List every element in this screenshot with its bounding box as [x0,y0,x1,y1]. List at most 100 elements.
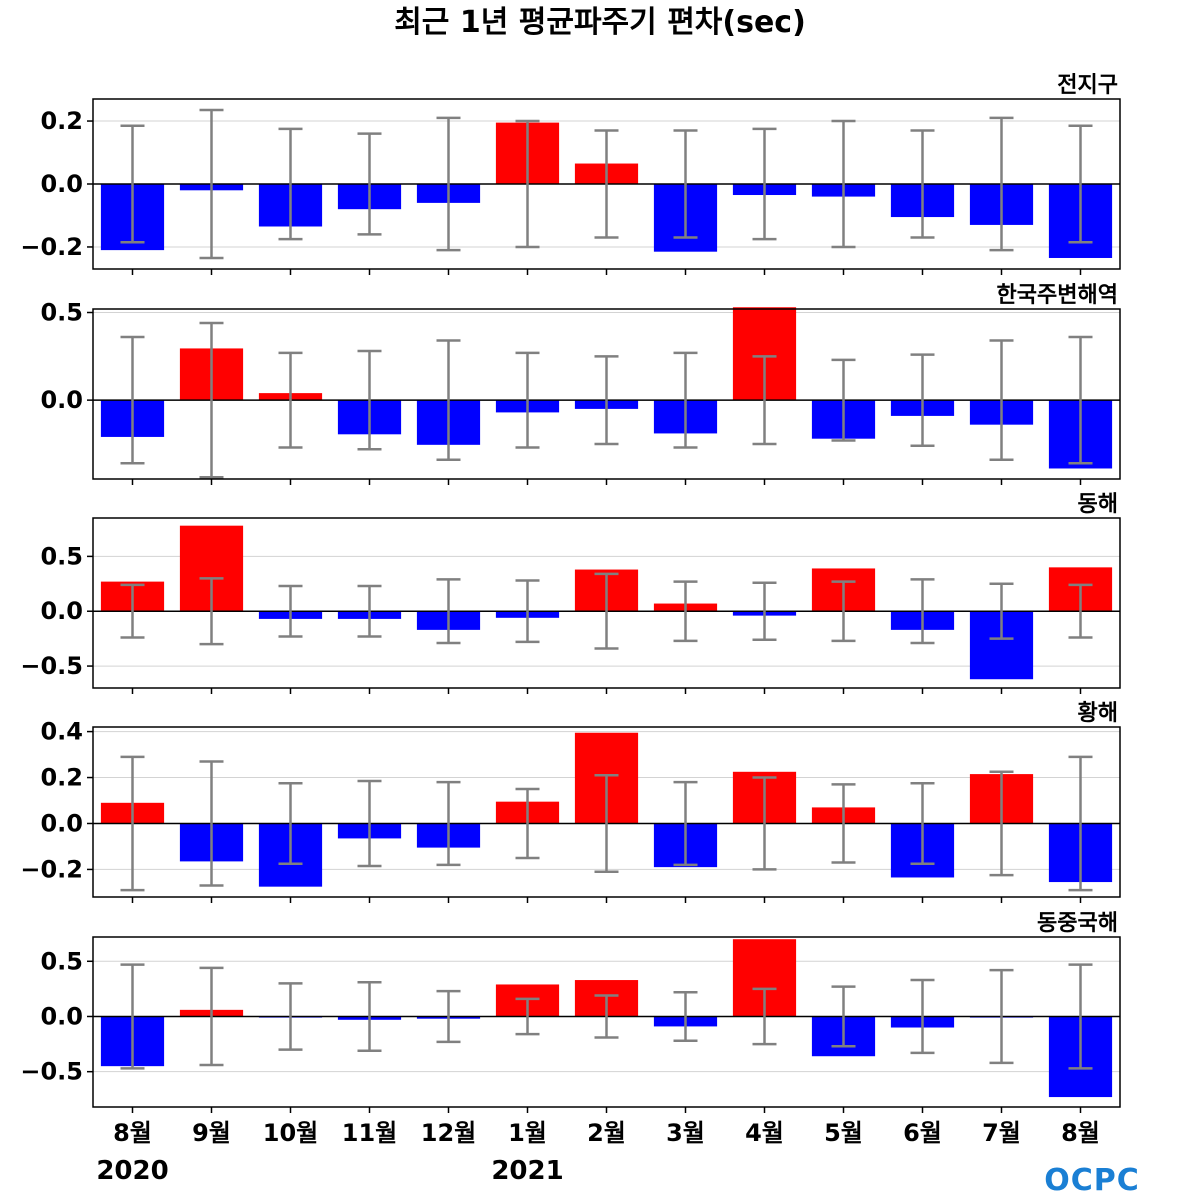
x-tick-label: 5월 [824,1119,863,1147]
error-bar-5 [436,780,461,867]
y-tick-label: 0.0 [40,1002,83,1030]
error-bar-10 [831,119,856,249]
x-tick-label: 4월 [745,1119,784,1147]
x-tick-label: 10월 [263,1119,318,1147]
error-bar-3 [278,127,303,241]
error-bar-7 [594,773,619,873]
y-tick-label: 0.0 [40,386,83,414]
error-bar-11 [910,578,935,645]
error-bar-12 [989,582,1014,640]
error-bar-10 [831,783,856,864]
error-bar-2 [199,321,224,479]
error-bar-13 [1068,583,1093,639]
x-tick-label: 3월 [666,1119,705,1147]
error-bar-8 [673,129,698,239]
error-bar-4 [357,132,382,236]
error-bar-8 [673,990,698,1043]
x-tick-label: 6월 [903,1119,942,1147]
x-axis-labels: 8월 9월 10월 11월 12월 1월 2월 3월 4월 5월 6월 7월 8월 2020 2021 [96,1119,1100,1186]
chart-title: 최근 1년 평균파주기 편차(sec) [394,5,806,40]
panel-4: 황해 −0.2 0.0 0.2 0.4 [20,701,1121,903]
error-bar-10 [831,985,856,1048]
y-tick-label: 0.0 [40,597,83,625]
y-tick-label: 0.0 [40,170,83,198]
error-bar-1 [120,755,145,892]
error-bar-4 [357,584,382,638]
y-tick-label: 0.5 [40,542,83,570]
error-bar-9 [752,987,777,1046]
error-bar-8 [673,351,698,449]
error-bar-6 [515,351,540,449]
error-bar-13 [1068,963,1093,1070]
x-tick-label: 8월 [113,1119,152,1147]
y-tick-label: 0.2 [40,764,83,792]
x-tick-label: 7월 [982,1119,1021,1147]
error-bar-7 [594,355,619,446]
y-tick-label: 0.5 [40,947,83,975]
error-bar-2 [199,966,224,1067]
year-label-2021: 2021 [491,1156,563,1186]
x-tick-label: 2월 [587,1119,626,1147]
x-tick-label: 1월 [508,1119,547,1147]
error-bar-1 [120,963,145,1070]
panel-5: 동중국해 −0.5 0.0 0.5 [20,911,1121,1113]
error-bar-5 [436,989,461,1044]
error-bar-12 [989,339,1014,461]
error-bar-3 [278,982,303,1051]
y-tick-label: 0.0 [40,809,83,837]
error-bar-6 [515,119,540,249]
error-bar-6 [515,579,540,644]
error-bar-7 [594,994,619,1039]
error-bar-12 [989,770,1014,877]
ocpc-logo: OCPC [1044,1163,1140,1198]
error-bar-10 [831,358,856,442]
error-bar-1 [120,335,145,465]
error-bar-9 [752,127,777,241]
error-bar-11 [910,353,935,447]
x-tick-label: 12월 [421,1119,476,1147]
panel-3: 동해 −0.5 0.0 0.5 [20,492,1121,694]
error-bar-9 [752,776,777,871]
panel-label: 황해 [1078,701,1118,726]
panel-label: 동중국해 [1037,911,1118,936]
error-bar-9 [752,581,777,641]
error-bar-12 [989,968,1014,1065]
error-bar-7 [594,572,619,650]
y-tick-label: 0.4 [40,718,83,746]
error-bar-10 [831,580,856,643]
panel-1: 전지구 −0.2 0.0 0.2 [20,73,1121,275]
y-tick-label: −0.5 [20,1058,83,1086]
error-bar-2 [199,108,224,260]
error-bar-6 [515,997,540,1036]
error-bar-4 [357,981,382,1052]
y-tick-label: −0.2 [20,233,83,261]
error-bar-13 [1068,124,1093,244]
logo-text: OCPC [1044,1163,1140,1198]
panel-label: 동해 [1078,492,1118,517]
error-bar-3 [278,584,303,638]
panels-group: 전지구 −0.2 0.0 0.2 한국주변해역 0.0 0.5 동해 −0.5 0.0 0.5 황해 −… [20,73,1121,1113]
year-label-2020: 2020 [96,1156,168,1186]
error-bar-12 [989,116,1014,252]
error-bar-5 [436,116,461,252]
panel-2: 한국주변해역 0.0 0.5 [40,283,1121,485]
x-tick-label: 8월 [1061,1119,1100,1147]
error-bar-9 [752,355,777,446]
x-tick-label: 9월 [192,1119,231,1147]
error-bar-5 [436,578,461,645]
error-bar-4 [357,779,382,868]
x-tick-label: 11월 [342,1119,397,1147]
error-bar-13 [1068,335,1093,465]
panel-label: 전지구 [1057,73,1118,98]
y-tick-label: 0.5 [40,299,83,327]
error-bar-1 [120,124,145,244]
error-bar-3 [278,351,303,449]
error-bar-6 [515,787,540,860]
y-tick-label: 0.2 [40,107,83,135]
error-bar-13 [1068,755,1093,892]
error-bar-3 [278,782,303,865]
error-bar-7 [594,129,619,239]
error-bar-11 [910,978,935,1055]
error-bar-1 [120,583,145,639]
